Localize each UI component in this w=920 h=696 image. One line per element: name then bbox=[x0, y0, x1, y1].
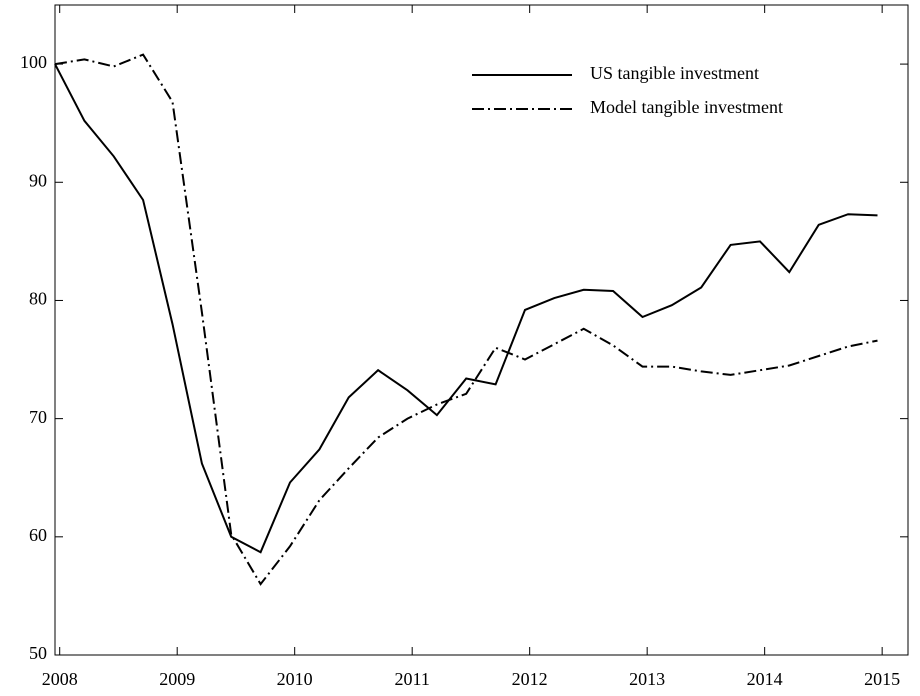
y-tick-label: 90 bbox=[29, 170, 47, 190]
legend-label: Model tangible investment bbox=[590, 97, 783, 117]
x-tick-label: 2011 bbox=[395, 669, 430, 689]
x-tick-label: 2015 bbox=[864, 669, 900, 689]
y-tick-label: 60 bbox=[29, 525, 47, 545]
x-tick-label: 2010 bbox=[277, 669, 313, 689]
x-tick-label: 2012 bbox=[512, 669, 548, 689]
y-tick-label: 100 bbox=[20, 52, 47, 72]
x-tick-label: 2013 bbox=[629, 669, 665, 689]
legend-label: US tangible investment bbox=[590, 63, 759, 83]
y-tick-label: 70 bbox=[29, 407, 47, 427]
y-tick-label: 50 bbox=[29, 643, 47, 663]
plot-frame bbox=[54, 4, 909, 656]
series-line bbox=[54, 63, 878, 554]
y-tick-label: 80 bbox=[29, 289, 47, 309]
x-tick-label: 2014 bbox=[747, 669, 783, 689]
series-line bbox=[54, 53, 878, 586]
x-tick-label: 2009 bbox=[159, 669, 195, 689]
x-tick-label: 2008 bbox=[42, 669, 78, 689]
